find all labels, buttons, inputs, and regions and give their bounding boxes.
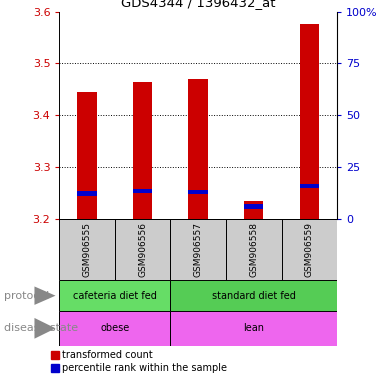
Polygon shape	[34, 318, 56, 339]
Title: GDS4344 / 1396432_at: GDS4344 / 1396432_at	[121, 0, 275, 9]
Text: GSM906559: GSM906559	[305, 222, 314, 277]
Bar	[170, 280, 337, 311]
Text: GSM906558: GSM906558	[249, 222, 258, 277]
Bar	[188, 79, 208, 219]
Bar	[133, 189, 152, 194]
Text: obese: obese	[100, 323, 129, 333]
Legend: transformed count, percentile rank within the sample: transformed count, percentile rank withi…	[51, 351, 228, 373]
Bar	[244, 204, 264, 209]
Text: standard diet fed: standard diet fed	[212, 291, 296, 301]
Text: GSM906556: GSM906556	[138, 222, 147, 277]
Bar	[59, 311, 170, 346]
Text: cafeteria diet fed: cafeteria diet fed	[73, 291, 157, 301]
Text: GSM906557: GSM906557	[194, 222, 203, 277]
Bar	[300, 184, 319, 188]
Bar	[170, 311, 337, 346]
Text: lean: lean	[243, 323, 264, 333]
Bar	[282, 219, 337, 280]
Bar	[77, 92, 97, 219]
Bar	[59, 219, 115, 280]
Bar	[188, 190, 208, 194]
Polygon shape	[34, 286, 56, 305]
Bar	[115, 219, 170, 280]
Bar	[170, 219, 226, 280]
Bar	[59, 280, 170, 311]
Text: GSM906555: GSM906555	[83, 222, 92, 277]
Bar	[244, 201, 264, 219]
Bar	[226, 219, 282, 280]
Text: disease state: disease state	[4, 323, 78, 333]
Bar	[77, 191, 97, 195]
Bar	[133, 81, 152, 219]
Bar	[300, 25, 319, 219]
Text: protocol: protocol	[4, 291, 49, 301]
